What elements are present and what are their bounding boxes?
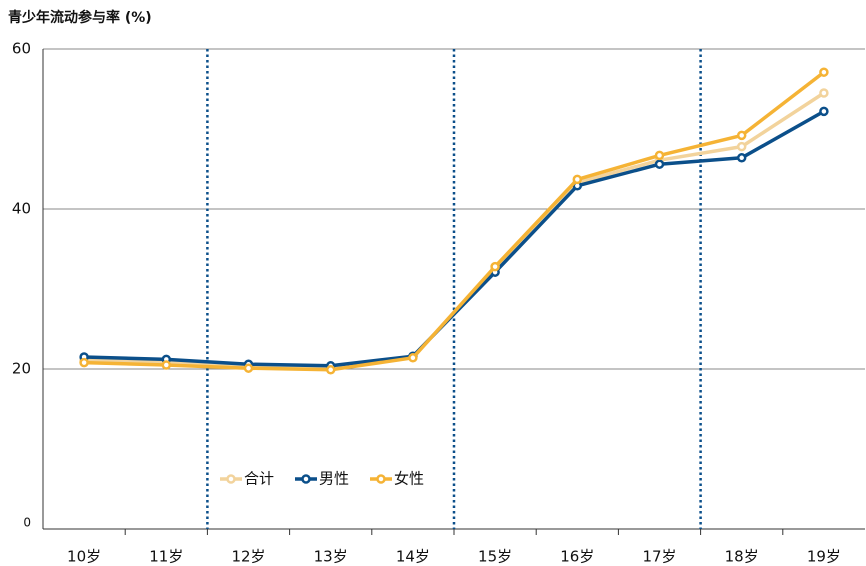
legend-label: 合计 — [244, 470, 274, 488]
x-tick-label: 14岁 — [396, 548, 430, 566]
point — [819, 67, 829, 77]
x-tick-label: 18岁 — [725, 548, 759, 566]
x-tick-label: 13岁 — [314, 548, 348, 566]
x-tick-label: 19岁 — [807, 548, 841, 566]
point — [736, 153, 747, 163]
x-tick-label: 10岁 — [67, 548, 101, 566]
chart-title: 青少年流动参与率 (%) — [8, 9, 152, 26]
point — [654, 150, 665, 161]
legend-label: 女性 — [394, 470, 424, 488]
point — [572, 174, 583, 185]
point — [736, 130, 747, 141]
legend-marker — [301, 474, 311, 484]
x-tick-label: 12岁 — [231, 548, 265, 566]
point — [325, 365, 336, 375]
point — [161, 360, 172, 370]
point — [490, 261, 500, 272]
y-tick-label: 40 — [12, 200, 31, 218]
point — [408, 353, 418, 363]
y-tick-label: 20 — [12, 360, 31, 378]
x-tick-label: 15岁 — [478, 548, 512, 566]
legend-label: 男性 — [319, 470, 349, 488]
point — [654, 159, 665, 169]
x-tick-label: 11岁 — [149, 548, 183, 566]
series-line — [84, 70, 825, 372]
y-tick-label: 60 — [12, 40, 31, 58]
point — [819, 106, 829, 117]
point — [819, 88, 829, 98]
point — [79, 357, 89, 368]
legend-marker — [376, 474, 386, 484]
x-tick-label: 16岁 — [560, 548, 594, 566]
y-tick-label: 0 — [23, 516, 31, 530]
point — [736, 141, 747, 152]
point — [243, 363, 254, 373]
legend-marker — [226, 474, 236, 484]
x-tick-label: 17岁 — [642, 548, 676, 566]
